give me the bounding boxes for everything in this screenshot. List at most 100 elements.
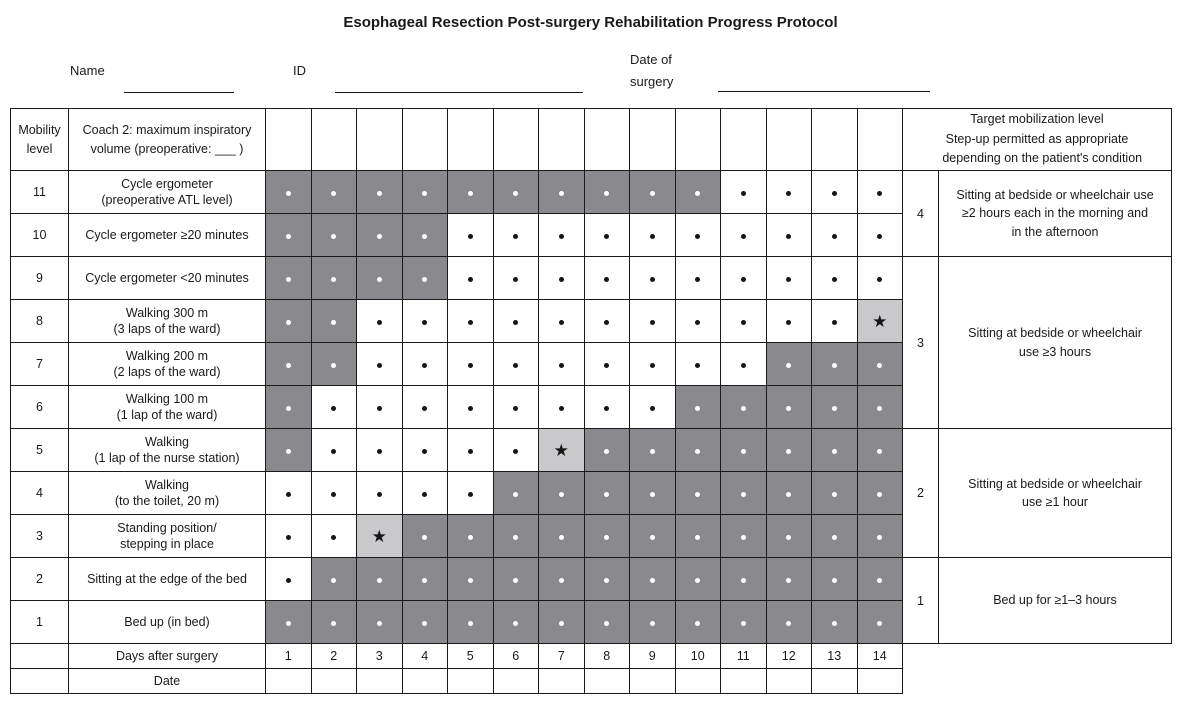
white-dot-icon xyxy=(285,234,291,239)
date-row: Date xyxy=(10,668,1172,694)
day-number-cell: 1 xyxy=(265,643,312,669)
white-dot-icon xyxy=(831,363,837,368)
star-icon: ★ xyxy=(553,440,569,460)
white-dot-icon xyxy=(376,234,382,239)
day-cell xyxy=(856,600,903,644)
black-dot-icon xyxy=(331,449,337,454)
white-dot-icon xyxy=(695,449,701,454)
date-value-cell xyxy=(492,668,539,694)
day-cell xyxy=(629,299,676,343)
white-dot-icon xyxy=(695,492,701,497)
black-dot-icon xyxy=(649,363,655,368)
white-dot-icon xyxy=(786,535,792,540)
day-cell xyxy=(538,256,585,300)
black-dot-icon xyxy=(831,234,837,239)
black-dot-icon xyxy=(786,320,792,325)
black-dot-icon xyxy=(467,449,473,454)
day-header-cell xyxy=(856,108,903,171)
white-dot-icon xyxy=(331,277,337,282)
activity-row: 2 Sitting at the edge of the bed 1 Bed up f… xyxy=(10,557,1172,644)
black-dot-icon xyxy=(877,277,883,282)
black-dot-icon xyxy=(740,277,746,282)
black-dot-icon xyxy=(513,406,519,411)
white-dot-icon xyxy=(422,191,428,196)
day-cell xyxy=(583,299,630,343)
day-cell xyxy=(538,213,585,257)
day-cell xyxy=(765,170,812,214)
black-dot-icon xyxy=(786,234,792,239)
day-cell xyxy=(492,557,539,601)
white-dot-icon xyxy=(285,191,291,196)
black-dot-icon xyxy=(604,406,610,411)
target-header: Target mobilization level Step-up permitt… xyxy=(902,108,1172,171)
black-dot-icon xyxy=(649,277,655,282)
day-cell xyxy=(265,256,312,300)
day-cell xyxy=(856,342,903,386)
date-value-cell xyxy=(310,668,357,694)
day-cell xyxy=(356,256,403,300)
day-cell xyxy=(265,514,312,558)
white-dot-icon xyxy=(422,621,428,626)
white-dot-icon xyxy=(831,492,837,497)
day-cell xyxy=(401,428,448,472)
day-cell: ★ xyxy=(856,299,903,343)
day-cell xyxy=(538,170,585,214)
day-cell: ★ xyxy=(538,428,585,472)
white-dot-icon xyxy=(513,578,519,583)
black-dot-icon xyxy=(376,406,382,411)
day-cell xyxy=(674,213,721,257)
day-cell xyxy=(492,385,539,429)
day-header-cell xyxy=(720,108,767,171)
day-header-cell xyxy=(492,108,539,171)
day-cell xyxy=(538,385,585,429)
black-dot-icon xyxy=(877,191,883,196)
black-dot-icon xyxy=(331,492,337,497)
mobility-level-value: 1 xyxy=(10,600,69,644)
day-cell xyxy=(401,170,448,214)
mobility-level-value: 10 xyxy=(10,213,69,257)
white-dot-icon xyxy=(604,578,610,583)
day-cell xyxy=(856,256,903,300)
white-dot-icon xyxy=(467,621,473,626)
day-cell xyxy=(674,428,721,472)
id-label: ID xyxy=(293,63,306,78)
day-number-cell: 2 xyxy=(310,643,357,669)
black-dot-icon xyxy=(558,363,564,368)
white-dot-icon xyxy=(786,621,792,626)
mobility-level-value: 2 xyxy=(10,557,69,601)
day-cell xyxy=(265,342,312,386)
day-cell xyxy=(629,471,676,515)
white-dot-icon xyxy=(740,535,746,540)
day-cell xyxy=(310,385,357,429)
white-dot-icon xyxy=(740,492,746,497)
day-cell xyxy=(674,256,721,300)
activity-row: 9 Cycle ergometer <20 minutes 3 Sitting at … xyxy=(10,256,1172,429)
activity-label: Walking 200 m (2 laps of the ward) xyxy=(68,342,266,386)
date-value-cell xyxy=(674,668,721,694)
white-dot-icon xyxy=(786,578,792,583)
activity-row: 11 Cycle ergometer (preoperative ATL level… xyxy=(10,170,1172,257)
date-value-cell xyxy=(583,668,630,694)
activity-label: Walking 300 m (3 laps of the ward) xyxy=(68,299,266,343)
black-dot-icon xyxy=(376,492,382,497)
white-dot-icon xyxy=(649,535,655,540)
white-dot-icon xyxy=(877,535,883,540)
white-dot-icon xyxy=(285,320,291,325)
black-dot-icon xyxy=(831,277,837,282)
white-dot-icon xyxy=(376,578,382,583)
black-dot-icon xyxy=(604,277,610,282)
white-dot-icon xyxy=(467,535,473,540)
white-dot-icon xyxy=(285,363,291,368)
day-cell xyxy=(629,342,676,386)
black-dot-icon xyxy=(695,234,701,239)
day-number-cell: 4 xyxy=(401,643,448,669)
day-cell xyxy=(674,600,721,644)
day-header-cell xyxy=(356,108,403,171)
activity-row: 8 Walking 300 m (3 laps of the ward) ★ xyxy=(10,299,1172,343)
black-dot-icon xyxy=(422,492,428,497)
day-cell xyxy=(674,514,721,558)
activity-row: 4 Walking (to the toilet, 20 m) xyxy=(10,471,1172,515)
black-dot-icon xyxy=(831,191,837,196)
white-dot-icon xyxy=(695,535,701,540)
